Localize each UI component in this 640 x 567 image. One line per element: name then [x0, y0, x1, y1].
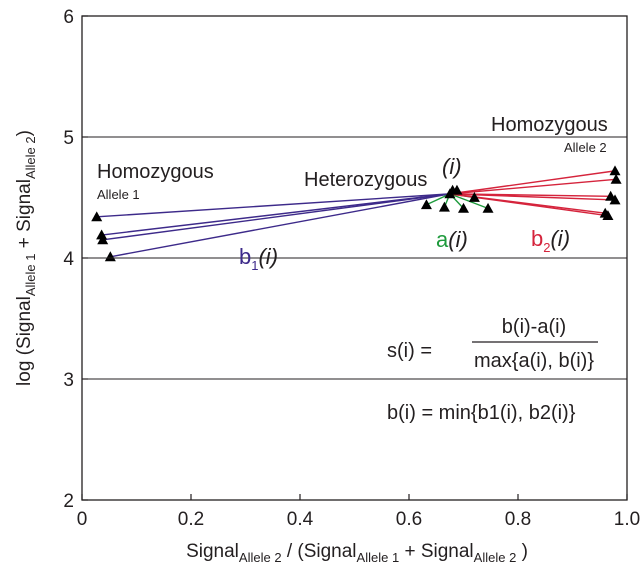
- label-homozygous-allele1-sub: Allele 1: [97, 187, 140, 202]
- distance-line: [102, 194, 450, 235]
- x-tick-label: 0: [77, 509, 88, 530]
- distance-line: [110, 194, 450, 257]
- y-tick-label: 4: [63, 249, 74, 270]
- label-b1-i: b1(i): [239, 244, 278, 273]
- data-point: [610, 165, 621, 175]
- formula-b-min: b(i) = min{b1(i), b2(i)}: [387, 402, 576, 424]
- x-tick-label: 0.4: [287, 509, 314, 530]
- label-a-i: a(i): [436, 227, 468, 252]
- distance-line: [450, 179, 616, 194]
- formula-s-numerator: b(i)-a(i): [502, 316, 566, 338]
- label-i: (i): [442, 154, 462, 179]
- x-tick-label: 0.8: [505, 509, 531, 530]
- x-tick-label: 1.0: [614, 509, 640, 530]
- label-b2-i: b2(i): [531, 226, 570, 255]
- x-tick-label: 0.2: [178, 509, 204, 530]
- y-tick-label: 2: [63, 491, 74, 512]
- data-point: [421, 199, 432, 209]
- label-heterozygous: Heterozygous: [304, 169, 427, 191]
- formula-s-lhs: s(i) =: [387, 340, 432, 362]
- distance-line: [97, 194, 450, 217]
- label-homozygous-allele2: Homozygous: [491, 114, 608, 136]
- y-tick-label: 6: [63, 7, 74, 28]
- axis-ticks: 0 0.2 0.4 0.6 0.8 1.0 2 3 4 5 6: [63, 7, 640, 530]
- plot-frame: [82, 16, 627, 500]
- formula-s-denominator: max{a(i), b(i)}: [474, 350, 594, 372]
- distance-line: [450, 171, 615, 194]
- x-axis-label: SignalAllele 2 / (SignalAllele 1 + Signa…: [186, 541, 528, 565]
- data-point: [483, 203, 494, 213]
- data-point: [439, 202, 450, 212]
- y-tick-label: 5: [63, 128, 74, 149]
- y-axis-label: log (SignalAllele 1 + SignalAllele 2): [14, 130, 38, 386]
- label-homozygous-allele1: Homozygous: [97, 161, 214, 183]
- y-tick-label: 3: [63, 370, 74, 391]
- distance-line: [103, 194, 450, 240]
- data-point: [611, 174, 622, 184]
- label-homozygous-allele2-sub: Allele 2: [564, 140, 607, 155]
- x-tick-label: 0.6: [396, 509, 422, 530]
